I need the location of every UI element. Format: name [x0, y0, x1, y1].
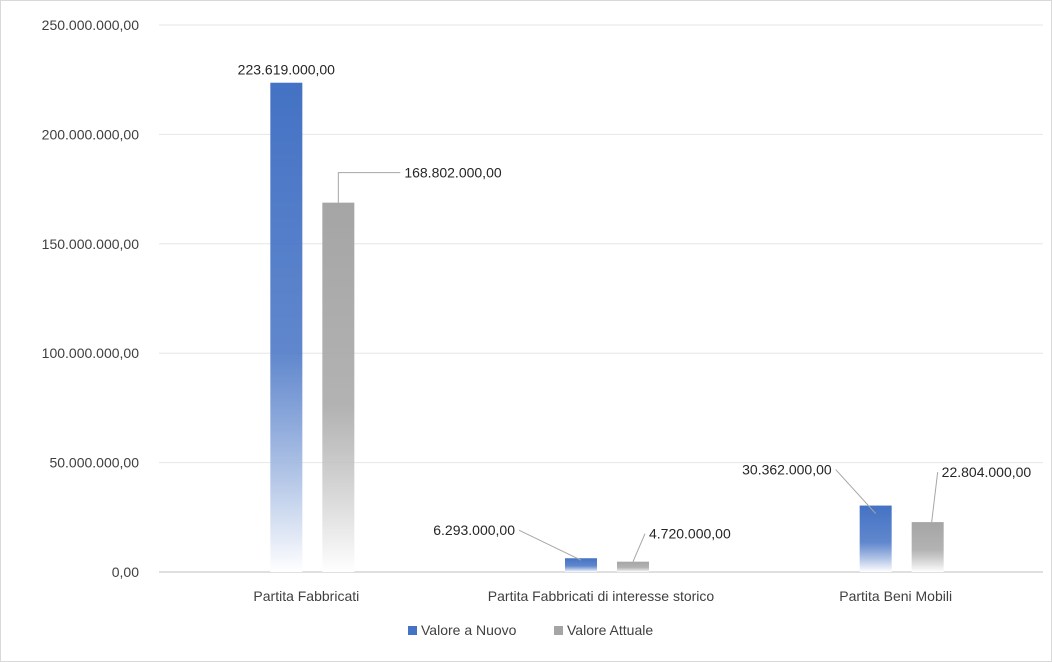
category-label: Partita Beni Mobili: [839, 588, 952, 604]
legend-swatch: [554, 626, 563, 635]
data-label-leader: [632, 533, 646, 562]
y-tick-label: 200.000.000,00: [42, 126, 140, 142]
data-label-leader: [518, 529, 582, 561]
y-tick-label: 150.000.000,00: [42, 236, 140, 252]
data-label: 168.802.000,00: [404, 165, 502, 181]
bar-valore-attuale-1[interactable]: [617, 561, 649, 572]
data-label: 4.720.000,00: [649, 526, 731, 542]
bar-valore-a-nuovo-0[interactable]: [270, 82, 303, 573]
data-label-leader: [835, 469, 877, 514]
data-label: 223.619.000,00: [238, 62, 336, 78]
y-tick-label: 100.000.000,00: [42, 345, 140, 361]
gridlines: [159, 24, 1043, 573]
x-axis-categories: Partita Fabbricati Partita Fabbricati di …: [253, 588, 952, 604]
data-label: 30.362.000,00: [742, 462, 832, 478]
y-tick-label: 250.000.000,00: [42, 17, 140, 33]
y-tick-label: 50.000.000,00: [49, 455, 139, 471]
bar-valore-attuale-2[interactable]: [911, 522, 944, 572]
data-label-leader: [337, 172, 401, 203]
data-label: 22.804.000,00: [942, 464, 1032, 480]
legend[interactable]: Valore a Nuovo Valore Attuale: [408, 622, 653, 638]
data-label: 6.293.000,00: [433, 522, 515, 538]
bar-valore-a-nuovo-1[interactable]: [565, 558, 597, 572]
bar-valore-attuale-0[interactable]: [322, 202, 355, 572]
y-tick-label: 0,00: [112, 564, 139, 580]
legend-swatch: [408, 626, 417, 635]
data-label-leader: [931, 472, 939, 523]
bars: [270, 82, 944, 573]
data-labels: 223.619.000,00 168.802.000,00 6.293.000,00…: [238, 62, 1032, 562]
legend-entry[interactable]: Valore a Nuovo: [421, 622, 517, 638]
category-label: Partita Fabbricati di interesse storico: [488, 588, 715, 604]
legend-entry[interactable]: Valore Attuale: [567, 622, 653, 638]
category-label: Partita Fabbricati: [253, 588, 359, 604]
y-axis-ticks: 0,00 50.000.000,00 100.000.000,00 150.000.0…: [42, 17, 140, 580]
bar-valore-a-nuovo-2[interactable]: [859, 505, 892, 572]
